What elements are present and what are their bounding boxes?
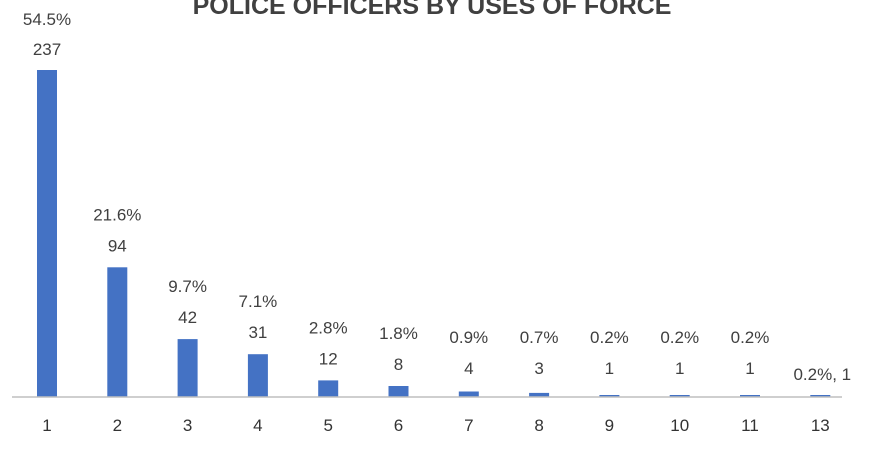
bar-2 <box>107 267 128 397</box>
x-tick-label-8: 8 <box>534 416 543 435</box>
value-label-11: 1 <box>745 359 754 378</box>
bar-5 <box>318 380 339 397</box>
bar-3 <box>177 339 198 397</box>
value-label-6: 8 <box>394 355 403 374</box>
value-label-10: 1 <box>675 359 684 378</box>
bar-1 <box>37 70 57 397</box>
x-tick-label-6: 6 <box>394 416 403 435</box>
percent-label-5: 2.8% <box>309 318 348 337</box>
x-tick-label-1: 1 <box>42 416 51 435</box>
bar-7 <box>458 391 479 397</box>
percent-label-10: 0.2% <box>660 328 699 347</box>
bar-4 <box>247 354 268 397</box>
value-label-9: 1 <box>605 359 614 378</box>
percent-label-11: 0.2% <box>731 328 770 347</box>
percent-label-6: 1.8% <box>379 324 418 343</box>
x-tick-label-3: 3 <box>183 416 192 435</box>
percent-label-1: 54.5% <box>23 10 71 29</box>
bar-13 <box>810 395 831 397</box>
x-tick-label-7: 7 <box>464 416 473 435</box>
x-tick-label-11: 11 <box>741 416 759 435</box>
bar-10 <box>669 395 690 397</box>
x-tick-label-9: 9 <box>605 416 614 435</box>
value-label-1: 237 <box>33 40 61 59</box>
value-label-5: 12 <box>319 349 338 368</box>
percent-label-4: 7.1% <box>239 292 278 311</box>
x-tick-labels: 1 2 3 4 5 6 7 8 9 10 11 13 <box>42 416 829 435</box>
percent-label-8: 0.7% <box>520 328 559 347</box>
x-tick-label-13: 13 <box>811 416 830 435</box>
bar-6 <box>388 386 409 397</box>
percent-label-3: 9.7% <box>168 277 207 296</box>
x-tick-label-10: 10 <box>670 416 689 435</box>
x-tick-label-2: 2 <box>113 416 122 435</box>
data-label-13: 0.2%, 1 <box>793 365 851 384</box>
value-label-3: 42 <box>178 308 197 327</box>
bar-11 <box>740 395 760 397</box>
chart-title: POLICE OFFICERS BY USES OF FORCE <box>193 0 672 20</box>
value-label-2: 94 <box>108 236 127 255</box>
percent-label-7: 0.9% <box>449 328 488 347</box>
bars-layer <box>37 70 831 397</box>
value-label-8: 3 <box>534 359 543 378</box>
value-label-7: 4 <box>464 359 473 378</box>
percent-label-9: 0.2% <box>590 328 629 347</box>
percent-label-2: 21.6% <box>93 205 141 224</box>
bar-9 <box>599 395 620 397</box>
x-tick-label-4: 4 <box>253 416 262 435</box>
x-tick-label-5: 5 <box>323 416 332 435</box>
value-label-4: 31 <box>248 323 267 342</box>
bar-8 <box>529 392 550 397</box>
